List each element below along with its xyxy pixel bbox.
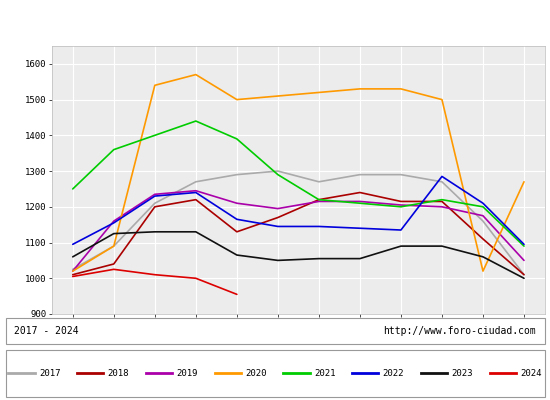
- Text: 2018: 2018: [108, 368, 129, 378]
- Text: 2019: 2019: [177, 368, 198, 378]
- Text: 2023: 2023: [452, 368, 473, 378]
- Text: Evolucion del paro registrado en Baeza: Evolucion del paro registrado en Baeza: [131, 14, 419, 28]
- Text: http://www.foro-ciudad.com: http://www.foro-ciudad.com: [383, 326, 536, 336]
- Text: 2024: 2024: [520, 368, 542, 378]
- Text: 2021: 2021: [314, 368, 336, 378]
- FancyBboxPatch shape: [6, 318, 544, 344]
- FancyBboxPatch shape: [6, 350, 544, 397]
- Text: 2020: 2020: [245, 368, 267, 378]
- Text: 2022: 2022: [383, 368, 404, 378]
- Text: 2017 - 2024: 2017 - 2024: [14, 326, 78, 336]
- Text: 2017: 2017: [39, 368, 60, 378]
